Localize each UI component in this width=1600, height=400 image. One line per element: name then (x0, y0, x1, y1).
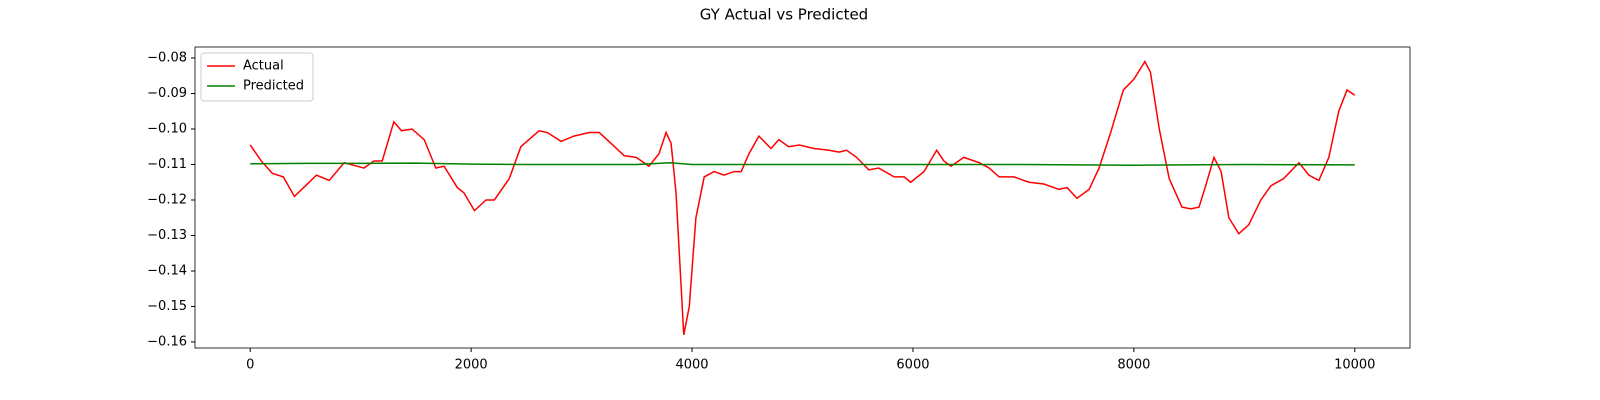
x-tick-label: 0 (246, 358, 254, 373)
chart-title: GY Actual vs Predicted (700, 6, 868, 24)
legend-label: Actual (243, 59, 284, 74)
legend-label: Predicted (243, 79, 304, 94)
y-tick-label: −0.08 (147, 51, 187, 66)
y-tick-label: −0.12 (147, 192, 187, 207)
legend-box (200, 52, 314, 102)
x-tick-label: 6000 (896, 358, 929, 373)
x-tick-label: 10000 (1334, 358, 1375, 373)
y-tick-label: −0.15 (147, 299, 187, 314)
legend: Actual Predicted (200, 52, 314, 102)
y-tick-label: −0.16 (147, 334, 187, 349)
y-tick-label: −0.10 (147, 121, 187, 136)
series-line (250, 161, 1355, 166)
x-tick-label: 8000 (1117, 358, 1150, 373)
series-line (249, 60, 1356, 336)
x-tick-label: 2000 (455, 358, 488, 373)
y-tick-label: −0.11 (147, 157, 187, 172)
plot-frame (194, 46, 1411, 349)
y-tick-label: −0.14 (147, 263, 187, 278)
x-tick-label: 4000 (675, 358, 708, 373)
y-tick-label: −0.13 (147, 228, 187, 243)
y-tick-label: −0.09 (147, 86, 187, 101)
